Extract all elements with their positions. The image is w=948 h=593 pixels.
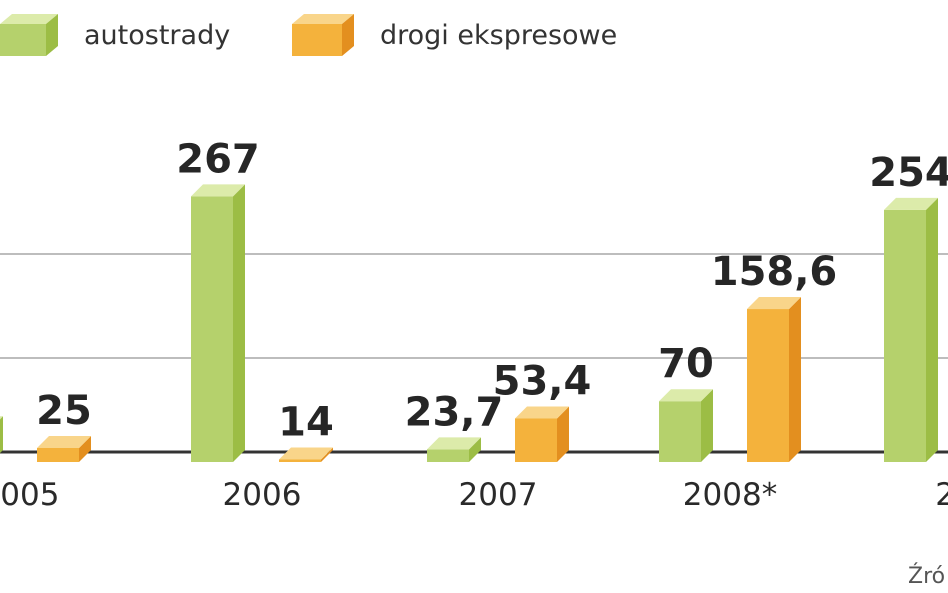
bar-side [321,447,333,462]
bar-top [515,406,569,419]
legend-label-drogi-ekspresowe: drogi ekspresowe [380,20,617,51]
bar-autostrady-2005 [0,416,3,453]
bar-drogi-ekspresowe-2007 [515,406,569,462]
category-label-2008: 2008* [683,477,777,513]
bar-drogi-ekspresowe-2008 [747,297,801,462]
value-label-autostrady-2006: 267 [176,136,260,182]
bar-top [191,184,245,197]
bar-top [659,389,713,402]
legend-label-autostrady: autostrady [84,20,230,51]
bar-front [37,448,79,462]
category-labels: 2005 2006 2007 2008* 20 [0,477,948,513]
bar-front [427,449,469,462]
category-label-2007: 2007 [459,477,538,513]
bar-autostrady-2008 [659,389,713,462]
bar-top [884,197,938,210]
source-fragment: Źró [908,563,945,589]
value-label-drogi-ekspresowe-2005: 25 [36,388,92,434]
category-label-2006: 2006 [223,477,302,513]
value-label-drogi-ekspresowe-2007: 53,4 [493,358,592,404]
bar-top [427,437,481,450]
bar-drogi-ekspresowe-2005 [37,436,91,462]
bar-top [747,297,801,310]
bar-side [926,197,938,462]
value-label-drogi-ekspresowe-2008: 158,6 [711,249,838,295]
legend-swatch-drogi-ekspresowe [292,14,354,56]
bar-front [747,309,789,462]
bar-front [515,418,557,462]
legend: autostrady drogi ekspresowe [0,14,617,56]
value-label-autostrady-2007: 23,7 [405,389,504,435]
bar-top [279,447,333,460]
bar-top [0,416,3,420]
bar-top [37,436,91,448]
bar-side [0,416,3,453]
bar-front [884,209,926,462]
legend-swatch-autostrady [0,14,58,56]
bar-autostrady-2007 [427,437,481,462]
category-label-2009: 20 [935,477,948,513]
bar-side [557,406,569,462]
value-label-autostrady-2009: 254 [869,150,948,196]
category-label-2005: 2005 [0,477,59,513]
bar-side [789,297,801,462]
bar-drogi-ekspresowe-2006 [279,447,333,462]
bar-side [701,389,713,462]
bar-front [191,196,233,462]
bar-side [469,437,481,462]
value-label-autostrady-2008: 70 [658,341,714,387]
value-label-drogi-ekspresowe-2006: 14 [278,399,334,445]
bar-side [79,436,91,462]
bar-autostrady-2006 [191,184,245,462]
bar-side [233,184,245,462]
bar-autostrady-2009 [884,197,938,462]
bars [0,184,938,462]
bar-front [659,401,701,462]
bar-front [279,459,321,462]
